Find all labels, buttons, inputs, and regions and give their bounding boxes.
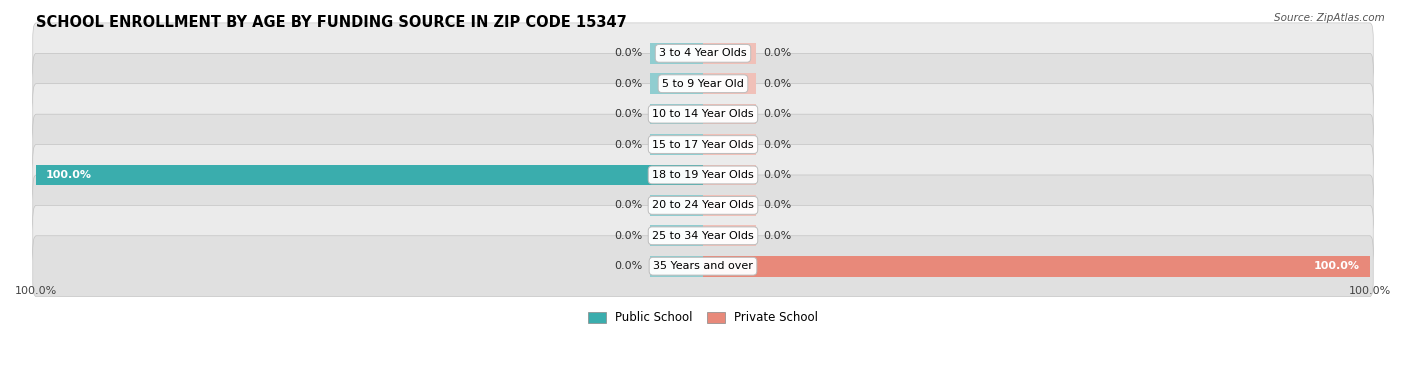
Text: 0.0%: 0.0% bbox=[614, 109, 643, 119]
Text: 0.0%: 0.0% bbox=[614, 201, 643, 210]
Text: 25 to 34 Year Olds: 25 to 34 Year Olds bbox=[652, 231, 754, 241]
Text: 0.0%: 0.0% bbox=[763, 139, 792, 150]
Bar bbox=[703, 74, 756, 94]
Bar bbox=[650, 256, 703, 277]
Bar bbox=[703, 43, 756, 64]
Text: 0.0%: 0.0% bbox=[763, 109, 792, 119]
FancyBboxPatch shape bbox=[32, 236, 1374, 297]
Text: 0.0%: 0.0% bbox=[614, 231, 643, 241]
Text: 0.0%: 0.0% bbox=[763, 231, 792, 241]
Bar bbox=[703, 256, 1369, 277]
Bar bbox=[703, 195, 756, 216]
Text: Source: ZipAtlas.com: Source: ZipAtlas.com bbox=[1274, 13, 1385, 23]
Text: 0.0%: 0.0% bbox=[763, 170, 792, 180]
Text: 5 to 9 Year Old: 5 to 9 Year Old bbox=[662, 79, 744, 89]
Text: 35 Years and over: 35 Years and over bbox=[652, 261, 754, 271]
Bar bbox=[703, 225, 756, 246]
Text: 20 to 24 Year Olds: 20 to 24 Year Olds bbox=[652, 201, 754, 210]
Text: 0.0%: 0.0% bbox=[763, 48, 792, 58]
Text: 15 to 17 Year Olds: 15 to 17 Year Olds bbox=[652, 139, 754, 150]
Text: 0.0%: 0.0% bbox=[614, 79, 643, 89]
Text: 18 to 19 Year Olds: 18 to 19 Year Olds bbox=[652, 170, 754, 180]
Text: 0.0%: 0.0% bbox=[763, 79, 792, 89]
FancyBboxPatch shape bbox=[32, 205, 1374, 266]
Text: SCHOOL ENROLLMENT BY AGE BY FUNDING SOURCE IN ZIP CODE 15347: SCHOOL ENROLLMENT BY AGE BY FUNDING SOUR… bbox=[37, 15, 627, 30]
Text: 0.0%: 0.0% bbox=[614, 139, 643, 150]
Text: 3 to 4 Year Olds: 3 to 4 Year Olds bbox=[659, 48, 747, 58]
FancyBboxPatch shape bbox=[32, 84, 1374, 144]
Bar bbox=[703, 165, 756, 185]
Bar bbox=[650, 195, 703, 216]
Bar bbox=[703, 104, 756, 124]
FancyBboxPatch shape bbox=[32, 144, 1374, 205]
Text: 10 to 14 Year Olds: 10 to 14 Year Olds bbox=[652, 109, 754, 119]
FancyBboxPatch shape bbox=[32, 114, 1374, 175]
Text: 0.0%: 0.0% bbox=[614, 261, 643, 271]
Bar bbox=[650, 43, 703, 64]
Text: 0.0%: 0.0% bbox=[763, 201, 792, 210]
Bar bbox=[37, 165, 703, 185]
Text: 0.0%: 0.0% bbox=[614, 48, 643, 58]
FancyBboxPatch shape bbox=[32, 175, 1374, 236]
FancyBboxPatch shape bbox=[32, 53, 1374, 114]
Bar bbox=[650, 74, 703, 94]
FancyBboxPatch shape bbox=[32, 23, 1374, 84]
Bar bbox=[650, 134, 703, 155]
Bar bbox=[650, 225, 703, 246]
Text: 100.0%: 100.0% bbox=[1313, 261, 1360, 271]
Text: 100.0%: 100.0% bbox=[46, 170, 93, 180]
Bar bbox=[650, 104, 703, 124]
Legend: Public School, Private School: Public School, Private School bbox=[583, 307, 823, 329]
Bar bbox=[703, 134, 756, 155]
